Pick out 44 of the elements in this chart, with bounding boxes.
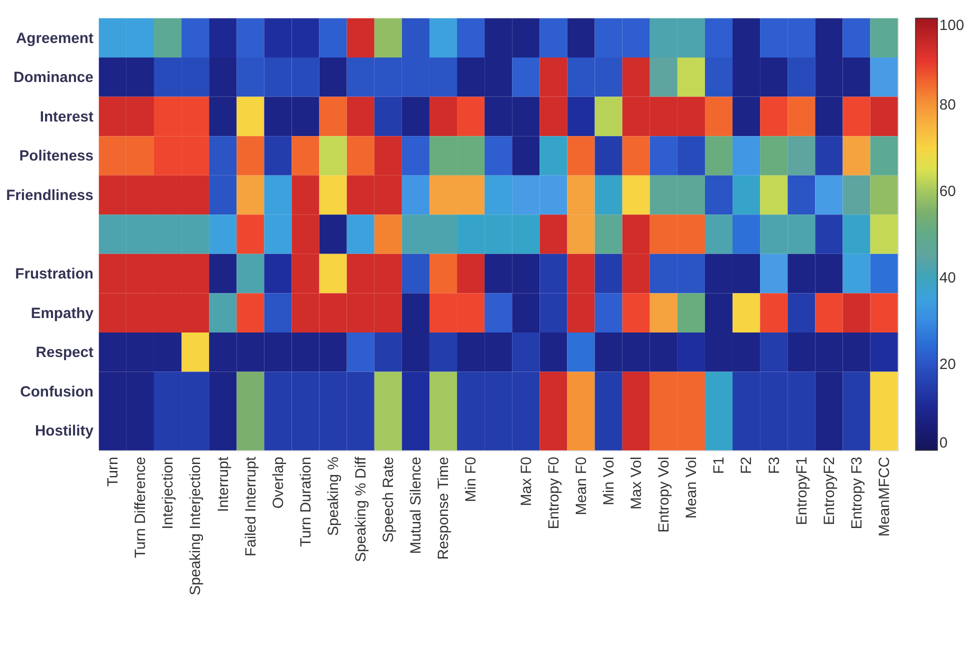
color-bar-label: 80 [939, 98, 956, 114]
x-tick-label: F3 [766, 456, 783, 474]
x-tick-label: Max F0 [518, 456, 535, 506]
x-tick-label: Failed Interrupt [243, 456, 260, 556]
y-tick-label: Hostility [34, 424, 94, 440]
color-bar-label: 100 [939, 18, 964, 34]
x-tick-label: Interjection [160, 456, 177, 530]
x-tick-label: EntropyF2 [822, 456, 838, 526]
x-tick-label: Entropy F0 [546, 456, 562, 530]
x-tick-label: MeanMFCC [876, 456, 893, 537]
y-tick-label: Interest [40, 109, 94, 126]
x-tick-label: Max Vol [629, 456, 646, 510]
x-tick-label: Mean Vol [684, 456, 700, 519]
x-tick-label: Min F0 [464, 456, 480, 502]
x-tick-label: Speech Rate [381, 456, 398, 542]
x-tick-label: Turn [106, 456, 122, 487]
x-tick-label: Mutual Silence [408, 456, 425, 554]
x-tick-label: Turn Difference [133, 456, 150, 558]
x-tick-label: F2 [739, 456, 756, 474]
color-bar-label: 20 [939, 356, 956, 373]
x-tick-label: Speaking Interjection [188, 456, 204, 596]
x-tick-label: Interrupt [216, 456, 232, 512]
x-tick-label: Entropy Vol [656, 456, 673, 533]
y-tick-label: Frustration [15, 266, 94, 282]
color-bar-label: 0 [939, 435, 948, 452]
color-bar-label: 40 [939, 270, 956, 286]
x-tick-label: EntropyF1 [794, 456, 810, 526]
y-tick-label: Friendliness [6, 188, 94, 204]
x-tick-label: Min Vol [601, 456, 618, 506]
y-tick-label: Agreement [16, 30, 94, 47]
color-bar-label: 60 [939, 184, 956, 200]
x-tick-label: Mean F0 [574, 456, 590, 516]
y-tick-label: Politeness [19, 148, 94, 165]
x-tick-label: Turn Duration [298, 456, 314, 547]
x-tick-label: F1 [712, 456, 728, 474]
x-tick-label: Overlap [270, 456, 287, 509]
x-tick-label: Speaking % [326, 456, 342, 536]
x-tick-label: Entropy F3 [849, 456, 866, 530]
y-tick-label: Dominance [14, 70, 94, 86]
y-tick-label: Confusion [20, 384, 94, 400]
x-tick-label: Response Time [436, 456, 452, 560]
x-tick-label: Speaking % Diff [354, 456, 370, 562]
y-tick-label: Respect [36, 345, 94, 362]
y-tick-label: Empathy [30, 306, 94, 322]
